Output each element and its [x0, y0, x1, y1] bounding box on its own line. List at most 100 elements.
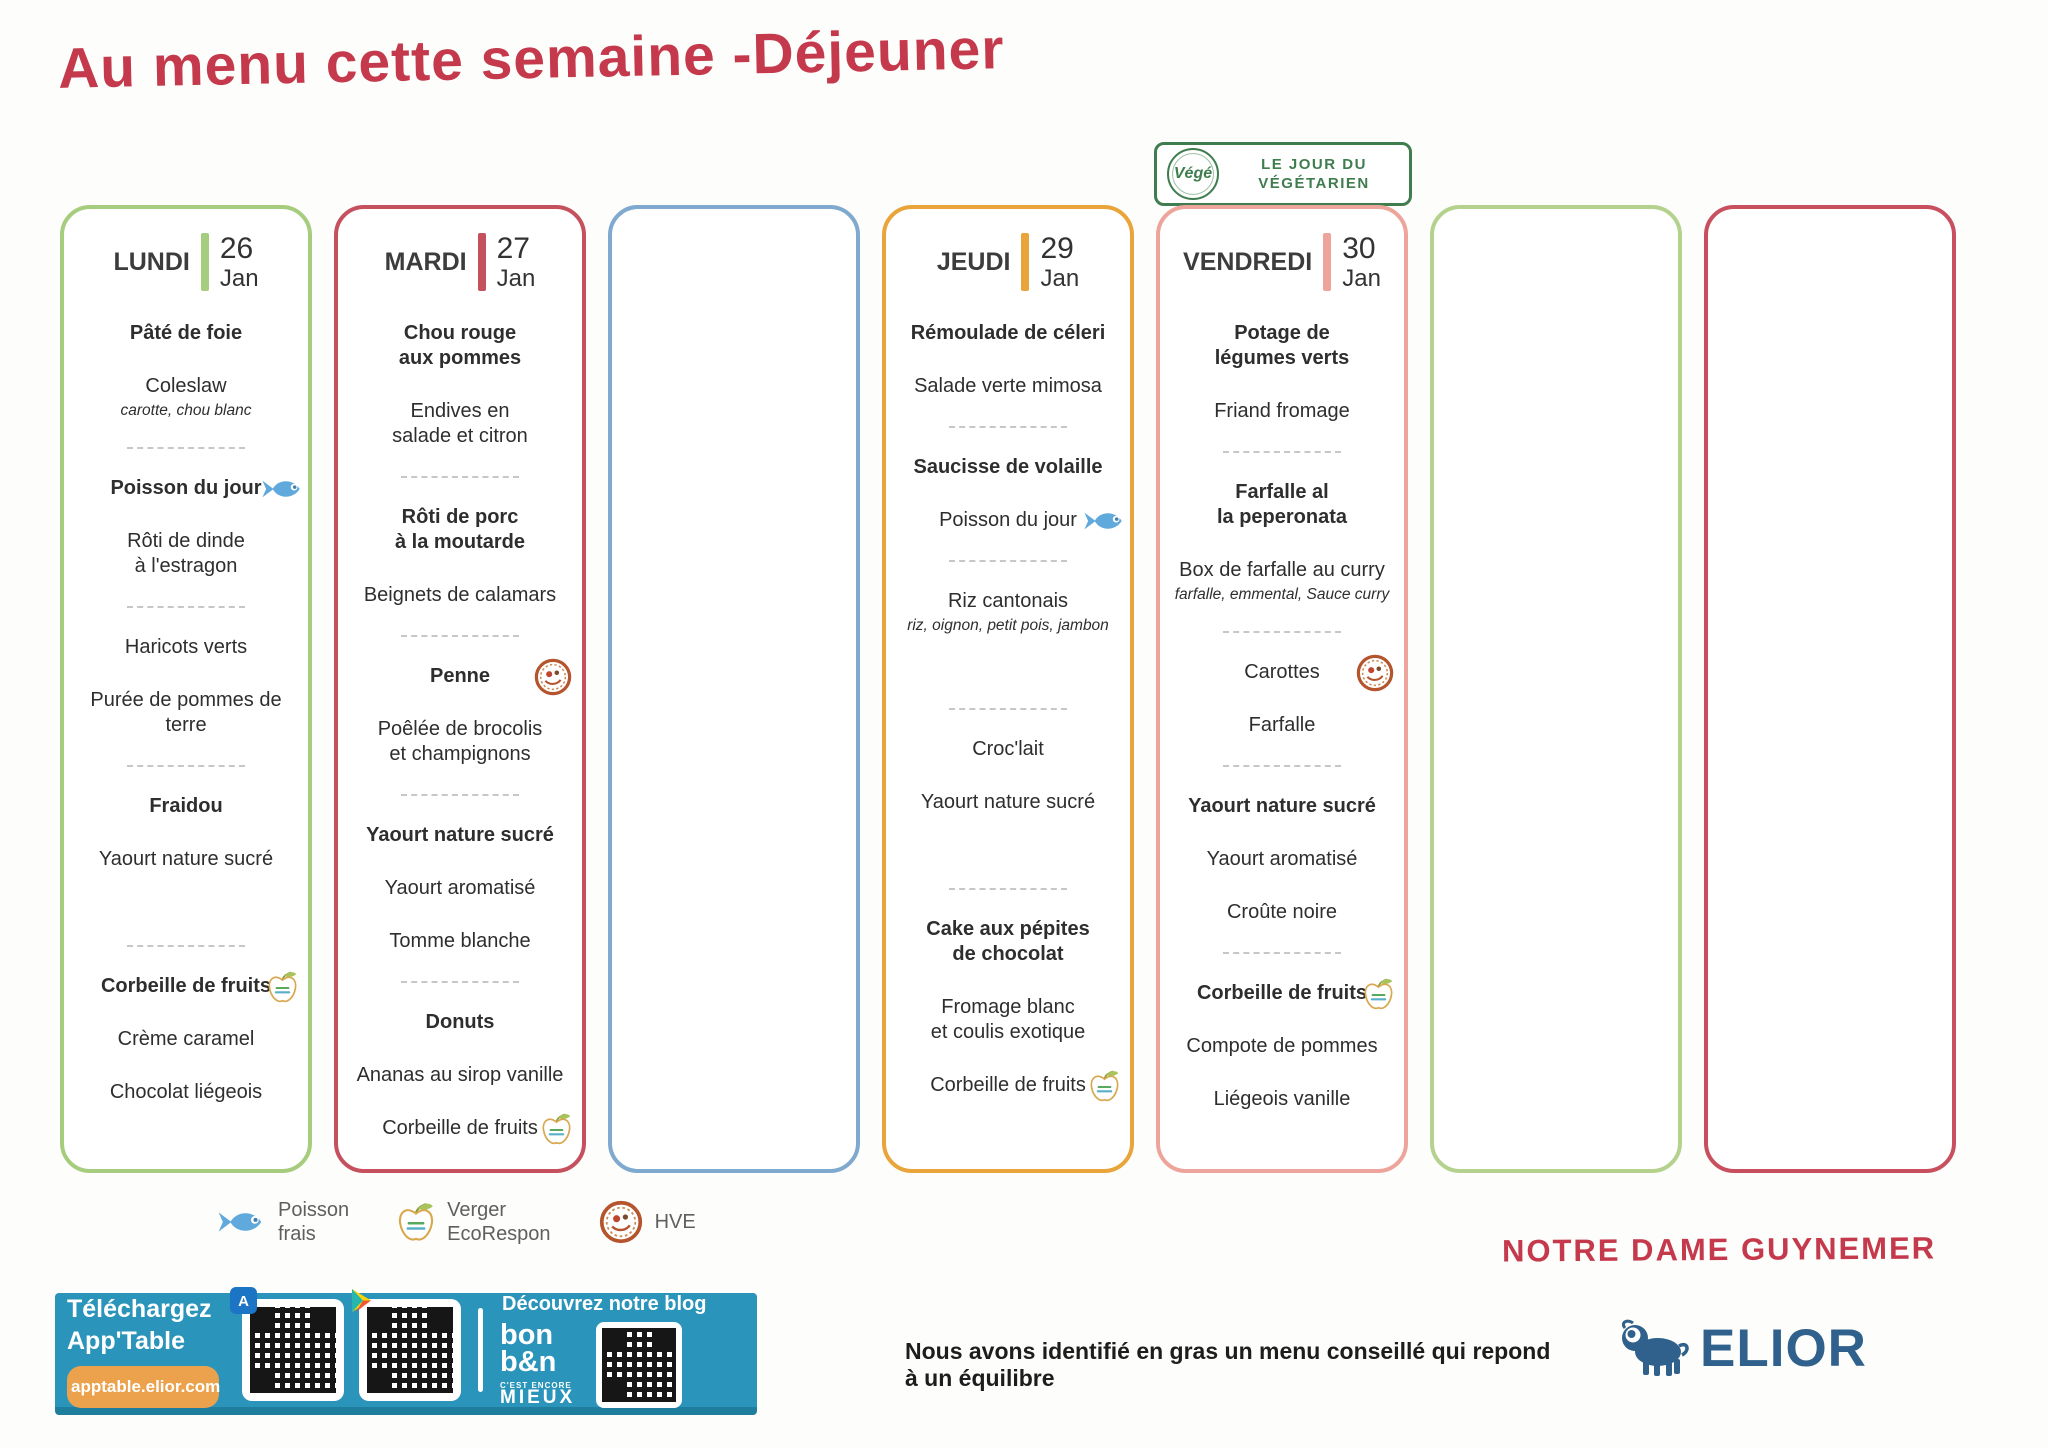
qr-appstore-tile: A [230, 1287, 344, 1401]
menu-items: Rémoulade de céleri Salade verte mimosa Sa… [886, 295, 1130, 1112]
fish-icon [260, 475, 304, 503]
day-column-lundi: LUNDI 26 Jan Pâté de foie Coleslaw carotte… [60, 205, 312, 1173]
app-download-block: Téléchargez App'Table apptable.elior.com [67, 1293, 227, 1408]
menu-items [612, 209, 856, 221]
menu-item: Yaourt nature sucré [1188, 795, 1376, 817]
menu-item: Haricots verts [124, 636, 248, 658]
menu-item: Endives en salade et citron [392, 400, 528, 447]
legend-entry-hve: HVE [599, 1200, 696, 1244]
legend-entry-fresh-fish: Poisson frais [216, 1198, 349, 1246]
menu-item: Poisson du jour [898, 508, 1122, 533]
vegetarian-day-badge: Végé LE JOUR DU VÉGÉTARIEN [1154, 142, 1412, 206]
hve-icon [534, 658, 572, 696]
vegetarian-day-label-line2: VÉGÉTARIEN [1258, 175, 1370, 192]
day-header: VENDREDI 30 Jan [1160, 229, 1404, 295]
school-name: NOTRE DAME GUYNEMER [1501, 1230, 1937, 1269]
menu-item: Corbeille de fruits [898, 1070, 1119, 1101]
day-column-vendredi: VENDREDI 30 Jan Potage de légumes verts F… [1156, 205, 1408, 1173]
date-number: 26 [219, 231, 254, 265]
item-divider [949, 888, 1067, 890]
legend-entry-eco-orchard: Verger EcoRespon [397, 1198, 551, 1246]
apple-icon [1363, 976, 1394, 1012]
menu-item: Poêlée de brocolis et champignons [377, 718, 543, 765]
menu-item: Penne [350, 658, 572, 695]
menu-item-ingredients: farfalle, emmental, Sauce curry [1174, 586, 1390, 603]
day-column-empty [1430, 205, 1682, 1173]
menu-item: Cake aux pépites de chocolat [926, 918, 1090, 965]
menu-item: Coleslaw carotte, chou blanc [76, 374, 296, 420]
menu-item-ingredients: carotte, chou blanc [120, 402, 252, 419]
day-column-empty [608, 205, 860, 1173]
menu-item: Farfalle [1248, 714, 1316, 736]
menu-item: Ananas au sirop vanille [356, 1064, 564, 1086]
item-divider [127, 765, 245, 767]
menu-item: Liégeois vanille [1213, 1088, 1351, 1110]
fish-icon [216, 1206, 266, 1238]
menu-item: Box de farfalle au curry farfalle, emment… [1172, 558, 1392, 604]
menu-item: Rôti de dinde à l'estragon [127, 530, 245, 577]
menu-items [1434, 209, 1678, 221]
hve-icon [599, 1200, 643, 1244]
vegetarian-day-label: LE JOUR DU VÉGÉTARIEN [1229, 155, 1399, 193]
download-line1: Téléchargez [67, 1294, 212, 1323]
blog-block: Découvrez notre blog bon b&n C'EST ENCOR… [500, 1293, 745, 1408]
elior-wordmark: ELIOR [1700, 1319, 1867, 1378]
menu-item: Rémoulade de céleri [910, 322, 1106, 344]
qr-code-blog [596, 1321, 682, 1408]
menu-item: Saucisse de volaille [913, 456, 1103, 478]
vege-logo: Végé [1167, 148, 1219, 200]
day-header: MARDI 27 Jan [338, 229, 582, 295]
menu-item: Salade verte mimosa [914, 375, 1102, 397]
apple-icon [267, 969, 298, 1005]
menu-item: Crème caramel [117, 1028, 255, 1050]
item-divider [949, 560, 1067, 562]
menu-item: Yaourt aromatisé [384, 877, 536, 899]
vegetarian-day-label-line1: LE JOUR DU [1261, 156, 1367, 173]
day-label: LUNDI [113, 247, 190, 276]
week-columns: LUNDI 26 Jan Pâté de foie Coleslaw carotte… [60, 205, 1956, 1173]
menu-items [1708, 209, 1952, 221]
menu-item: Farfalle al la peperonata [1216, 481, 1348, 528]
menu-item: Carottes [1172, 654, 1394, 691]
day-column-jeudi: JEUDI 29 Jan Rémoulade de céleri Salade v… [882, 205, 1134, 1173]
day-label: JEUDI [936, 247, 1011, 276]
menu-item: Corbeille de fruits [1172, 978, 1393, 1009]
menu-item: Riz cantonais riz, oignon, petit pois, ja… [898, 589, 1118, 635]
day-accent-bar [1323, 233, 1332, 291]
menu-item: Donuts [425, 1011, 495, 1033]
menu-item: Friand fromage [1214, 400, 1350, 422]
date-month: Jan [496, 264, 536, 292]
menu-item: Chou rouge aux pommes [398, 322, 522, 369]
blog-title: Découvrez notre blog [502, 1292, 707, 1315]
date-number: 29 [1040, 231, 1074, 265]
menu-item: Chocolat liégeois [109, 1081, 263, 1103]
elior-logo: ELIOR [1616, 1318, 1867, 1379]
legend-label: Poisson frais [278, 1199, 350, 1245]
fish-icon [1082, 507, 1126, 535]
app-banner: Téléchargez App'Table apptable.elior.com… [55, 1287, 757, 1415]
banner-divider [478, 1308, 483, 1392]
day-header: LUNDI 26 Jan [64, 229, 308, 295]
day-date: 26 Jan [219, 231, 259, 291]
day-column-empty [1704, 205, 1956, 1173]
item-divider [949, 426, 1067, 428]
qr-code-appstore [242, 1299, 344, 1401]
qr-code-googleplay [359, 1299, 461, 1401]
menu-item: Beignets de calamars [363, 584, 557, 606]
day-accent-bar [477, 233, 486, 291]
apple-icon [1089, 1068, 1120, 1104]
apple-icon [397, 1200, 435, 1244]
menu-item: Potage de légumes verts [1214, 322, 1350, 369]
day-column-mardi: MARDI 27 Jan Chou rouge aux pommes Endive… [334, 205, 586, 1173]
item-divider [1223, 451, 1341, 453]
vege-logo-text: Végé [1173, 165, 1213, 182]
menu-items: Chou rouge aux pommes Endives en salade e… [338, 295, 582, 1155]
menu-item: Yaourt nature sucré [920, 791, 1096, 813]
elior-bull-icon [1616, 1319, 1692, 1379]
apptable-url-pill: apptable.elior.com [67, 1365, 220, 1408]
menu-item-ingredients: riz, oignon, petit pois, jambon [907, 617, 1109, 634]
svg-text:A: A [238, 1293, 249, 1310]
legend: Poisson frais Verger EcoRespon HVE [216, 1198, 696, 1246]
day-accent-bar [200, 233, 209, 291]
